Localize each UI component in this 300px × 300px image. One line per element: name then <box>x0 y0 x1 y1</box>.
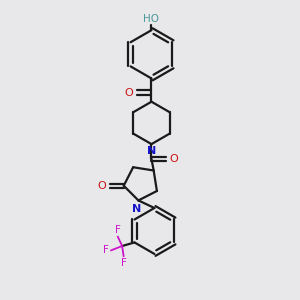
Text: O: O <box>170 154 178 164</box>
Text: HO: HO <box>143 14 160 24</box>
Text: N: N <box>132 204 142 214</box>
Text: O: O <box>124 88 133 98</box>
Text: F: F <box>121 258 127 268</box>
Text: O: O <box>97 181 106 191</box>
Text: F: F <box>103 245 109 255</box>
Text: F: F <box>115 225 121 235</box>
Text: N: N <box>147 146 156 156</box>
